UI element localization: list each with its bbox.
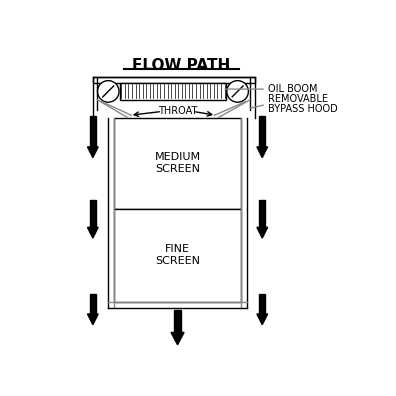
Bar — [93, 77, 255, 83]
Text: FLOW PATH: FLOW PATH — [132, 58, 230, 73]
Polygon shape — [257, 147, 268, 158]
Circle shape — [97, 81, 119, 102]
Polygon shape — [88, 227, 98, 238]
Polygon shape — [171, 332, 184, 345]
Polygon shape — [90, 116, 96, 147]
Polygon shape — [257, 227, 268, 238]
Bar — [114, 118, 241, 209]
Text: THROAT: THROAT — [158, 107, 197, 116]
Polygon shape — [259, 116, 265, 147]
Bar — [114, 209, 241, 302]
Circle shape — [227, 81, 248, 102]
Text: REMOVABLE: REMOVABLE — [268, 95, 327, 105]
Polygon shape — [259, 294, 265, 314]
Polygon shape — [90, 200, 96, 227]
Polygon shape — [88, 147, 98, 158]
Text: MEDIUM
SCREEN: MEDIUM SCREEN — [154, 152, 201, 174]
Polygon shape — [88, 314, 98, 325]
Polygon shape — [257, 314, 268, 325]
Text: FINE
SCREEN: FINE SCREEN — [155, 244, 200, 266]
Text: BYPASS HOOD: BYPASS HOOD — [268, 105, 337, 114]
Polygon shape — [90, 294, 96, 314]
Bar — [120, 83, 226, 100]
Polygon shape — [259, 200, 265, 227]
Polygon shape — [174, 310, 181, 332]
Text: OIL BOOM: OIL BOOM — [268, 84, 317, 94]
